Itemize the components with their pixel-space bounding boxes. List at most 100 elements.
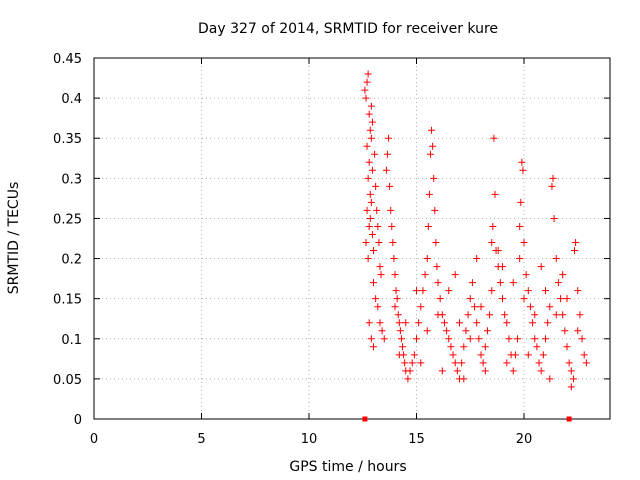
data-point-0-95	[475, 335, 483, 343]
y-tick-label-9: 0.45	[53, 52, 82, 67]
data-point-0-184	[559, 271, 567, 279]
data-point-0-149	[578, 335, 586, 343]
data-point-0-160	[477, 303, 485, 311]
data-point-0-47	[392, 287, 400, 295]
data-point-0-124	[529, 319, 537, 327]
data-point-0-163	[509, 279, 517, 287]
data-point-0-18	[364, 255, 372, 263]
data-point-0-150	[580, 351, 588, 359]
x-tick-label-4: 20	[516, 432, 533, 447]
data-point-0-74	[432, 239, 440, 247]
data-point-0-57	[404, 375, 412, 383]
data-point-0-164	[520, 295, 528, 303]
data-point-0-6	[367, 102, 375, 110]
y-tick-label-8: 0.4	[61, 92, 82, 107]
data-point-0-84	[451, 359, 459, 367]
data-point-0-51	[396, 327, 404, 335]
data-point-0-153	[402, 319, 410, 327]
data-point-0-109	[501, 311, 509, 319]
data-point-0-10	[367, 134, 375, 142]
data-point-0-28	[377, 271, 385, 279]
data-point-0-144	[569, 375, 577, 383]
grid-lines	[94, 57, 610, 419]
data-point-0-154	[413, 287, 420, 295]
plot-area-frame	[93, 57, 611, 420]
data-point-0-11	[364, 174, 372, 182]
data-point-0-138	[557, 295, 565, 303]
data-point-0-19	[366, 214, 374, 222]
data-point-0-179	[451, 271, 459, 279]
y-tick-label-6: 0.3	[61, 172, 82, 187]
data-point-0-147	[574, 287, 582, 295]
data-point-0-133	[548, 182, 556, 190]
data-point-0-13	[368, 166, 376, 174]
data-point-0-72	[430, 174, 438, 182]
data-point-0-107	[496, 279, 504, 287]
data-point-0-69	[426, 150, 434, 158]
zero-marker-0	[362, 416, 368, 422]
data-point-0-140	[561, 327, 569, 335]
data-point-0-79	[440, 319, 448, 327]
data-point-0-17	[362, 239, 370, 247]
data-point-0-97	[479, 359, 487, 367]
data-point-0-71	[429, 142, 437, 150]
data-point-0-102	[489, 222, 497, 230]
data-point-0-45	[390, 255, 398, 263]
data-point-0-146	[572, 239, 580, 247]
data-point-0-36	[367, 335, 375, 343]
data-point-0-34	[380, 335, 388, 343]
y-axis-title: SRMTID / TECUs	[6, 182, 22, 295]
data-point-0-108	[499, 295, 506, 303]
data-point-0-48	[393, 295, 401, 303]
data-point-0-111	[505, 335, 513, 343]
data-point-0-94	[473, 319, 481, 327]
data-point-0-3	[364, 70, 372, 78]
data-point-0-63	[417, 303, 425, 311]
data-point-0-114	[511, 351, 519, 359]
data-point-0-73	[431, 206, 439, 214]
data-point-0-113	[509, 367, 517, 375]
data-point-0-64	[419, 287, 427, 295]
data-point-0-67	[424, 222, 432, 230]
data-point-0-70	[428, 126, 436, 134]
data-point-0-43	[388, 222, 396, 230]
data-point-0-130	[542, 335, 549, 343]
data-point-0-148	[576, 311, 584, 319]
data-point-0-75	[433, 263, 441, 271]
data-point-0-90	[464, 311, 472, 319]
data-point-0-162	[499, 263, 506, 271]
data-point-0-29	[370, 279, 377, 287]
data-point-0-152	[391, 303, 399, 311]
data-point-0-104	[491, 190, 499, 198]
data-point-0-171	[417, 359, 425, 367]
data-point-0-132	[546, 303, 554, 311]
data-point-0-82	[447, 343, 455, 351]
data-point-0-167	[552, 311, 560, 319]
data-point-0-125	[531, 335, 539, 343]
data-point-0-181	[494, 247, 502, 255]
data-point-0-31	[374, 303, 382, 311]
data-point-0-182	[516, 255, 524, 263]
data-point-0-137	[554, 279, 562, 287]
data-point-0-142	[565, 359, 573, 367]
data-point-0-20	[368, 230, 376, 238]
data-point-0-177	[546, 375, 554, 383]
data-point-0-178	[567, 383, 575, 391]
data-point-0-88	[460, 343, 468, 351]
x-axis-ticks: 0 5 10 15 20	[90, 58, 532, 447]
y-axis-ticks: 0 0.05 0.1 0.15 0.2 0.25 0.3 0.35 0.4 0.45	[53, 52, 610, 428]
data-point-0-119	[519, 166, 527, 174]
data-point-0-62	[415, 319, 423, 327]
data-point-0-25	[374, 222, 382, 230]
data-point-0-4	[365, 110, 373, 118]
data-point-0-0	[361, 86, 369, 94]
data-point-0-156	[434, 311, 442, 319]
data-point-0-157	[445, 287, 453, 295]
data-point-0-131	[544, 319, 552, 327]
y-tick-label-4: 0.2	[61, 253, 82, 268]
data-point-0-123	[526, 303, 534, 311]
data-point-0-39	[383, 150, 391, 158]
data-point-0-134	[549, 174, 557, 182]
data-point-0-85	[453, 367, 461, 375]
data-point-0-58	[406, 367, 414, 375]
